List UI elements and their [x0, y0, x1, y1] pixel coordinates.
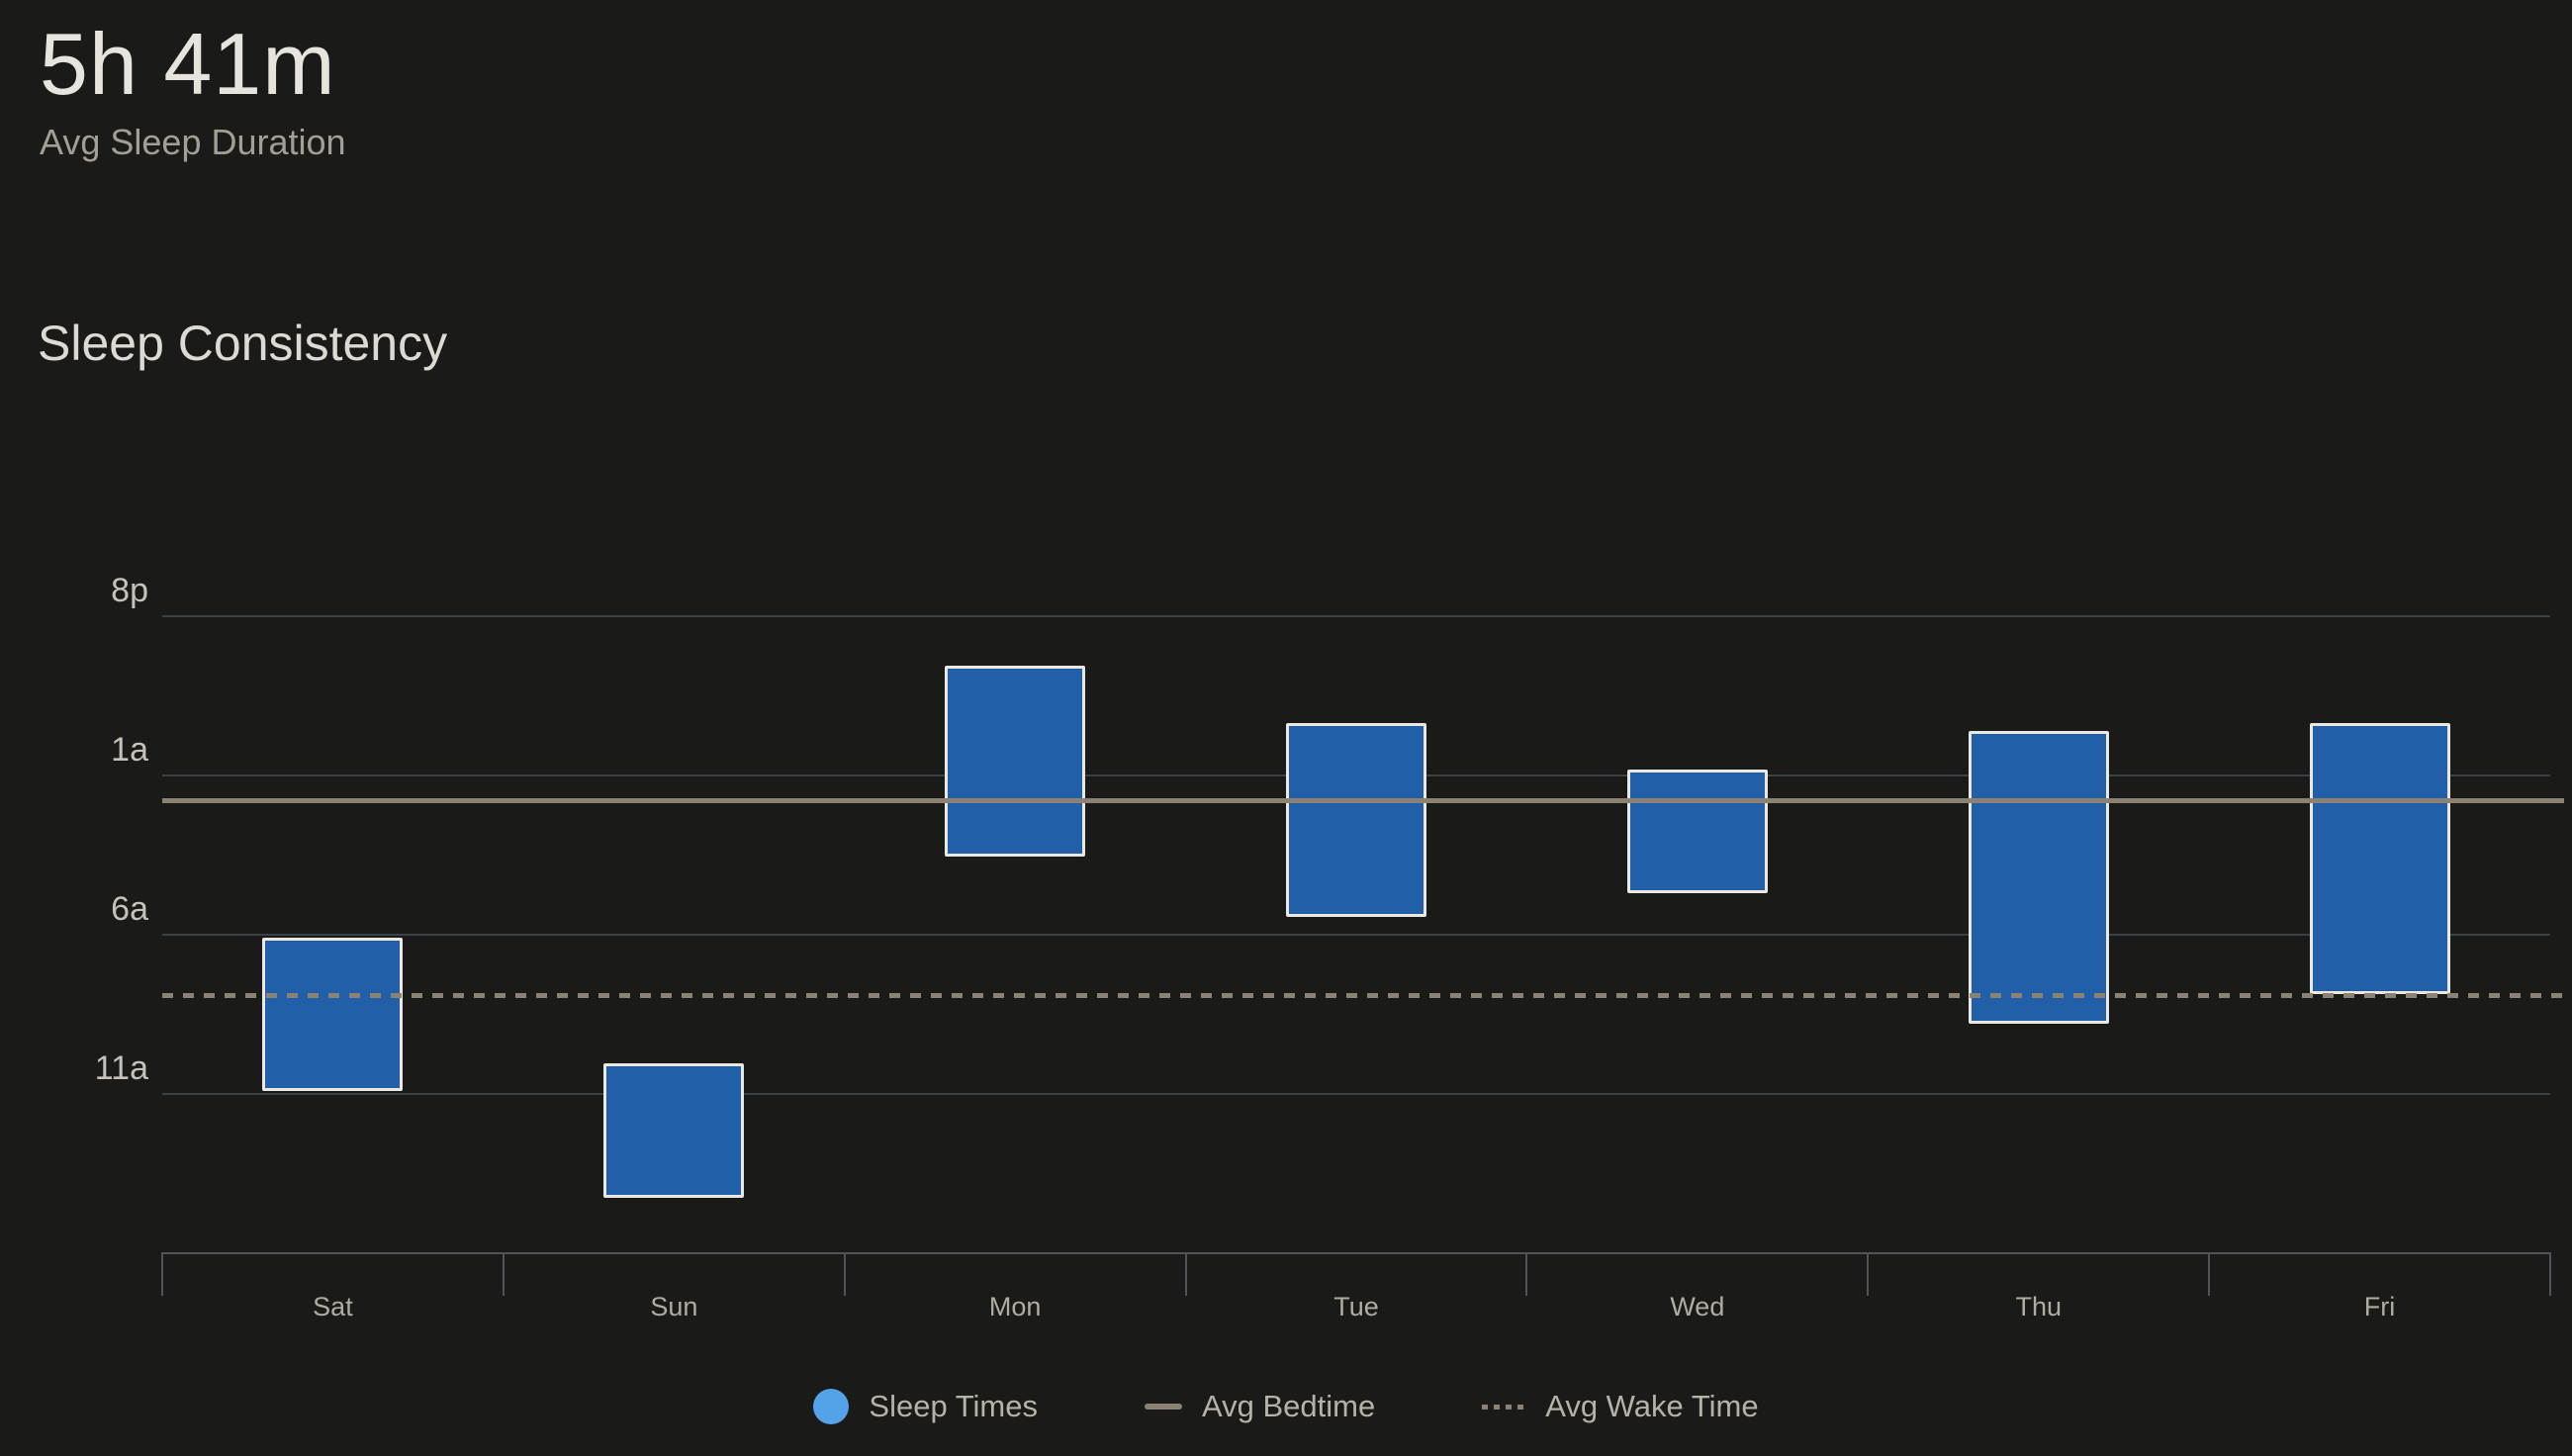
metric-value: 5h 41m: [40, 15, 336, 113]
metric-label: Avg Sleep Duration: [40, 122, 346, 163]
x-tick-label-sat: Sat: [313, 1292, 353, 1321]
x-tick-label-mon: Mon: [988, 1292, 1042, 1321]
y-tick-label-1a: 1a: [111, 731, 148, 769]
legend-solid-line-icon: [1145, 1404, 1182, 1410]
legend-label: Avg Wake Time: [1545, 1389, 1759, 1423]
x-axis-line: [162, 1252, 2550, 1254]
avg-bedtime-line: [162, 798, 2564, 804]
sleep-bar-fri[interactable]: [2309, 722, 2450, 994]
sleep-bar-wed[interactable]: [1626, 769, 1768, 894]
legend-item-avg-bedtime[interactable]: Avg Bedtime: [1145, 1389, 1375, 1424]
gridline-8p: [162, 615, 2550, 617]
gridline-11a: [162, 1093, 2550, 1095]
x-tick-label-sun: Sun: [650, 1292, 698, 1321]
legend-dotted-line-icon: [1482, 1404, 1526, 1410]
sleep-bar-sat[interactable]: [262, 938, 404, 1091]
gridline-6a: [162, 934, 2550, 936]
y-tick-label-6a: 6a: [111, 890, 148, 928]
y-tick-label-11a: 11a: [94, 1049, 148, 1087]
x-axis-tick: [1867, 1252, 1870, 1296]
legend-item-sleep-times[interactable]: Sleep Times: [813, 1389, 1038, 1424]
x-tick-label-fri: Fri: [2363, 1292, 2396, 1321]
chart-title: Sleep Consistency: [38, 316, 448, 371]
avg-wake-time-line: [162, 992, 2564, 998]
x-tick-label-wed: Wed: [1670, 1292, 1725, 1321]
sleep-bar-mon[interactable]: [945, 665, 1086, 858]
x-axis-tick: [843, 1252, 846, 1296]
sleep-bar-thu[interactable]: [1968, 730, 2109, 1025]
legend-item-avg-wake-time[interactable]: Avg Wake Time: [1482, 1389, 1759, 1424]
x-axis-tick: [1184, 1252, 1187, 1296]
x-axis-tick: [161, 1252, 163, 1296]
sleep-bar-sun[interactable]: [603, 1063, 745, 1198]
x-tick-label-thu: Thu: [2015, 1292, 2062, 1321]
legend-dot-icon: [813, 1389, 850, 1424]
avg-sleep-duration-metric: 5h 41m Avg Sleep Duration: [40, 14, 346, 163]
x-axis-tick: [2549, 1252, 2551, 1296]
x-axis-tick: [1525, 1252, 1528, 1296]
sleep-bar-tue[interactable]: [1286, 722, 1426, 918]
x-axis-tick: [2208, 1252, 2211, 1296]
x-axis-tick: [502, 1252, 505, 1296]
legend-label: Sleep Times: [869, 1389, 1038, 1423]
y-tick-label-8p: 8p: [111, 572, 148, 609]
legend-label: Avg Bedtime: [1202, 1389, 1376, 1423]
chart-legend: Sleep Times Avg Bedtime Avg Wake Time: [0, 1381, 2572, 1432]
x-tick-label-tue: Tue: [1333, 1292, 1379, 1321]
